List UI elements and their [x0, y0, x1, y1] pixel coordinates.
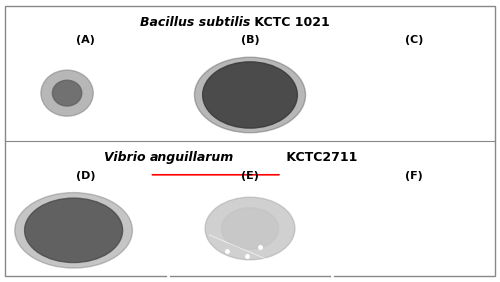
Text: anguillarum: anguillarum: [150, 151, 234, 164]
Ellipse shape: [202, 62, 298, 128]
Text: (F): (F): [406, 171, 423, 181]
Text: KCTC 1021: KCTC 1021: [250, 16, 330, 28]
Text: KCTC2711: KCTC2711: [282, 151, 357, 164]
Text: Bacillus subtilis: Bacillus subtilis: [140, 16, 250, 28]
Ellipse shape: [194, 57, 306, 133]
Text: (C): (C): [405, 36, 423, 45]
Text: Vibrio: Vibrio: [104, 151, 150, 164]
Text: (A): (A): [76, 36, 96, 45]
Text: (E): (E): [241, 171, 259, 181]
Ellipse shape: [205, 197, 295, 260]
Ellipse shape: [24, 198, 122, 263]
Text: (D): (D): [76, 171, 96, 181]
Ellipse shape: [41, 70, 93, 116]
Ellipse shape: [15, 193, 132, 268]
Text: (B): (B): [240, 36, 260, 45]
Ellipse shape: [52, 80, 82, 106]
Ellipse shape: [222, 208, 278, 249]
